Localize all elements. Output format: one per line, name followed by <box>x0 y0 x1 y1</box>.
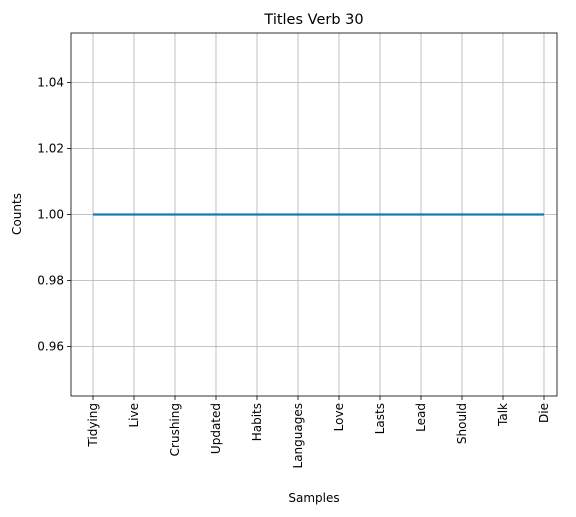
chart-title: Titles Verb 30 <box>263 12 363 28</box>
x-tick-label: Live <box>127 403 141 428</box>
x-tick-label: Crushing <box>168 403 182 456</box>
y-tick-label: 1.02 <box>37 142 64 156</box>
x-tick-label: Should <box>455 403 469 444</box>
x-axis-label: Samples <box>288 491 339 505</box>
x-tick-label: Lead <box>414 403 428 432</box>
y-tick-label: 1.00 <box>37 208 64 222</box>
x-tick-label: Updated <box>209 403 223 454</box>
y-tick-label: 1.04 <box>37 76 64 90</box>
x-tick-label: Habits <box>250 403 264 441</box>
y-axis-ticks: 0.96 0.98 1.00 1.02 1.04 <box>37 76 71 354</box>
y-tick-label: 0.96 <box>37 340 64 354</box>
x-tick-label: Die <box>537 403 551 423</box>
y-tick-label: 0.98 <box>37 274 64 288</box>
x-tick-label: Love <box>332 403 346 431</box>
x-axis-ticks: Tidying Live Crushing Updated Habits Language… <box>86 396 551 468</box>
x-tick-label: Lasts <box>373 403 387 434</box>
x-tick-label: Languages <box>291 403 305 468</box>
x-tick-label: Tidying <box>86 403 100 448</box>
x-tick-label: Talk <box>496 403 510 427</box>
y-axis-label: Counts <box>10 193 24 235</box>
